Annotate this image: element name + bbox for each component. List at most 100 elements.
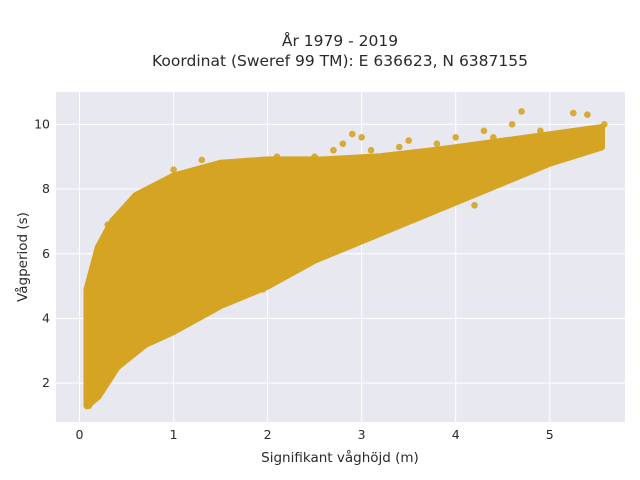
data-point [330,146,337,154]
data-point [405,137,412,144]
point-cloud-body [83,124,605,410]
data-point [273,153,281,161]
data-point [118,266,126,274]
data-point [348,224,356,232]
y-tick-labels: 2 4 6 8 10 [34,116,50,390]
data-point [551,133,558,141]
data-point [123,234,130,241]
data-point [316,231,323,238]
x-tick-label: 1 [170,427,178,442]
data-point [170,166,177,173]
x-axis-title: Signifikant våghöjd (m) [261,449,419,466]
data-point [471,201,478,209]
data-point [377,211,384,219]
data-point [565,130,572,138]
data-point [601,121,608,128]
data-point [569,109,577,117]
data-point [377,159,384,167]
data-point [584,111,591,118]
data-point [320,159,328,167]
data-point [555,150,563,157]
data-point [189,172,196,180]
data-point [113,298,121,306]
data-point [96,243,104,251]
data-point [87,392,95,400]
data-point [160,321,168,329]
data-point [334,234,342,241]
data-point [90,363,97,371]
data-point [301,237,309,245]
data-point [198,156,206,164]
data-point [151,188,159,196]
data-point [99,373,107,381]
y-tick-label: 4 [42,310,50,325]
data-point [104,221,112,228]
data-point [207,169,215,177]
x-tick-label: 2 [264,427,272,442]
data-point [221,276,229,283]
data-point [508,121,516,128]
data-point [367,146,375,154]
x-tick-labels: 0 1 2 3 4 5 [76,427,554,442]
data-point [537,127,544,135]
data-point [259,286,267,293]
data-point [93,256,100,264]
data-point [518,108,525,115]
data-point [447,182,455,190]
data-point [83,286,91,293]
data-point [87,328,95,335]
data-point [414,153,422,161]
x-tick-label: 3 [358,427,366,442]
y-axis-title: Vågperiod (s) [14,212,31,302]
data-point [522,156,530,164]
data-point [217,159,224,167]
data-point [438,185,445,193]
data-point [142,315,149,322]
data-point [170,308,177,316]
data-point [452,133,460,141]
data-point [165,198,173,206]
data-point [443,146,450,154]
data-point [490,133,497,141]
data-point [118,347,126,355]
data-point [236,269,243,277]
data-point [85,347,93,355]
data-point [339,140,347,148]
data-point [546,143,554,151]
x-tick-label: 0 [76,427,84,442]
data-point [85,402,93,410]
data-points [83,108,608,410]
data-point [311,153,318,161]
data-point [480,127,488,135]
y-tick-label: 6 [42,246,50,261]
data-point [499,159,507,167]
data-point [471,176,478,183]
data-point [83,379,91,387]
x-tick-label: 4 [452,427,460,442]
data-point [132,337,140,345]
data-point [485,166,492,173]
data-point [461,153,469,161]
y-tick-label: 8 [42,181,50,196]
data-point [358,133,365,141]
data-point [395,143,403,151]
data-point [348,130,356,138]
data-point [127,205,135,212]
data-point [264,156,271,164]
data-point [363,218,370,225]
data-point [424,192,431,199]
data-point [292,240,300,248]
data-point [283,250,290,258]
data-point [574,127,582,135]
chart-title-line-2: Koordinat (Sweref 99 TM): E 636623, N 63… [152,52,528,70]
data-point [207,289,215,296]
data-point [410,201,417,209]
data-point [428,188,436,196]
data-point [269,263,276,271]
data-point [513,146,521,154]
data-point [386,221,394,228]
data-point [179,295,187,303]
data-point [461,172,469,180]
data-point [283,163,290,170]
